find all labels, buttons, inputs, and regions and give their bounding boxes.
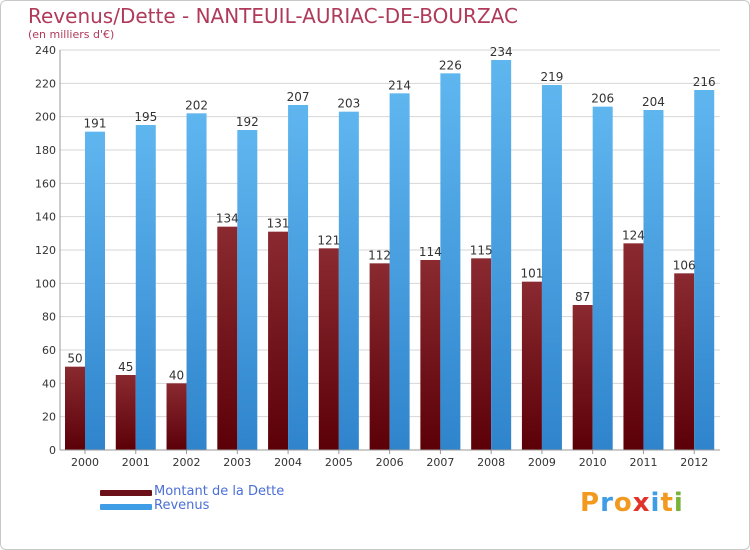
proxiti-logo: Proxiti <box>580 488 684 518</box>
debt-data-label: 87 <box>575 290 590 304</box>
y-tick-label: 60 <box>42 344 56 357</box>
revenue-data-label: 216 <box>693 75 716 89</box>
revenue-bar <box>237 130 258 450</box>
debt-data-label: 106 <box>673 258 696 272</box>
bar-chart: 50 191 45 195 40 202 134 192 131 207 121 203 112 214 1… <box>35 44 720 469</box>
revenue-bar <box>135 125 156 450</box>
debt-bar <box>674 273 695 450</box>
logo-letter: P <box>580 488 601 518</box>
chart-title: Revenus/Dette - NANTEUIL-AURIAC-DE-BOURZ… <box>28 4 518 28</box>
revenue-data-label: 214 <box>388 78 411 92</box>
revenue-bar <box>643 110 664 450</box>
revenue-data-label: 203 <box>337 97 360 111</box>
revenue-bar <box>491 60 512 450</box>
revenue-data-label: 202 <box>185 98 208 112</box>
y-tick-label: 20 <box>42 411 56 424</box>
debt-data-label: 134 <box>216 212 239 226</box>
debt-bar <box>115 375 136 450</box>
x-tick-label: 2000 <box>71 456 99 469</box>
revenue-bar <box>186 113 207 450</box>
legend-swatch-debt <box>100 490 152 496</box>
revenue-data-label: 207 <box>287 90 310 104</box>
y-tick-label: 0 <box>49 444 56 457</box>
y-tick-label: 120 <box>35 244 56 257</box>
x-tick-label: 2008 <box>477 456 505 469</box>
x-tick-label: 2006 <box>376 456 404 469</box>
x-tick-label: 2001 <box>122 456 150 469</box>
revenue-bar <box>592 106 613 451</box>
debt-data-label: 40 <box>169 368 184 382</box>
debt-bar <box>369 263 390 450</box>
revenue-data-label: 226 <box>439 58 462 72</box>
debt-data-label: 121 <box>317 233 340 247</box>
revenue-data-label: 195 <box>134 110 157 124</box>
x-tick-label: 2012 <box>680 456 708 469</box>
logo-letter: t <box>660 488 674 518</box>
logo-letter: i <box>673 488 684 518</box>
debt-bar <box>318 248 339 450</box>
x-tick-label: 2002 <box>173 456 201 469</box>
debt-data-label: 45 <box>118 360 133 374</box>
debt-data-label: 101 <box>520 267 543 281</box>
debt-bar <box>217 226 238 450</box>
debt-bar <box>521 281 542 450</box>
debt-data-label: 50 <box>67 352 82 366</box>
x-tick-label: 2010 <box>579 456 607 469</box>
revenue-bar <box>288 105 309 450</box>
revenue-bar <box>694 90 715 450</box>
debt-bar <box>268 231 289 450</box>
revenue-data-label: 219 <box>540 70 563 84</box>
y-tick-label: 40 <box>42 377 56 390</box>
logo-letter: o <box>613 488 633 518</box>
debt-bar <box>166 383 187 450</box>
revenue-data-label: 206 <box>591 92 614 106</box>
x-tick-label: 2009 <box>528 456 556 469</box>
logo-letter: x <box>632 488 651 518</box>
y-tick-label: 160 <box>35 177 56 190</box>
x-tick-label: 2007 <box>426 456 454 469</box>
y-tick-label: 180 <box>35 144 56 157</box>
x-tick-label: 2011 <box>629 456 657 469</box>
revenue-data-label: 192 <box>236 115 259 129</box>
legend-label-debt: Montant de la Dette <box>154 484 285 499</box>
revenue-bar <box>440 73 461 450</box>
revenue-bar <box>85 131 105 450</box>
y-tick-label: 200 <box>35 111 56 124</box>
x-tick-label: 2004 <box>274 456 302 469</box>
logo-letter: i <box>650 488 661 518</box>
revenue-bar <box>389 93 410 450</box>
debt-data-label: 112 <box>368 248 391 262</box>
y-tick-label: 140 <box>35 211 56 224</box>
revenue-data-label: 204 <box>642 95 665 109</box>
debt-data-label: 114 <box>419 245 442 259</box>
y-tick-label: 100 <box>35 277 56 290</box>
y-tick-label: 220 <box>35 77 56 90</box>
debt-data-label: 124 <box>622 228 645 242</box>
debt-data-label: 131 <box>267 217 290 231</box>
debt-bar <box>572 305 593 450</box>
y-tick-label: 80 <box>42 311 56 324</box>
debt-bar <box>623 243 644 450</box>
legend-swatch-revenue <box>100 504 152 510</box>
chart-subtitle: (en milliers d'€) <box>28 28 115 41</box>
debt-bar <box>471 258 492 450</box>
legend-label-revenue: Revenus <box>154 498 210 513</box>
revenue-bar <box>541 85 562 450</box>
debt-bar <box>420 260 441 450</box>
x-tick-label: 2005 <box>325 456 353 469</box>
debt-data-label: 115 <box>470 243 493 257</box>
revenue-data-label: 191 <box>84 117 107 131</box>
x-tick-label: 2003 <box>223 456 251 469</box>
y-tick-label: 240 <box>35 44 56 57</box>
logo-letter: r <box>600 488 614 518</box>
revenue-bar <box>338 111 359 451</box>
revenue-data-label: 234 <box>490 45 513 59</box>
debt-bar <box>65 366 85 450</box>
